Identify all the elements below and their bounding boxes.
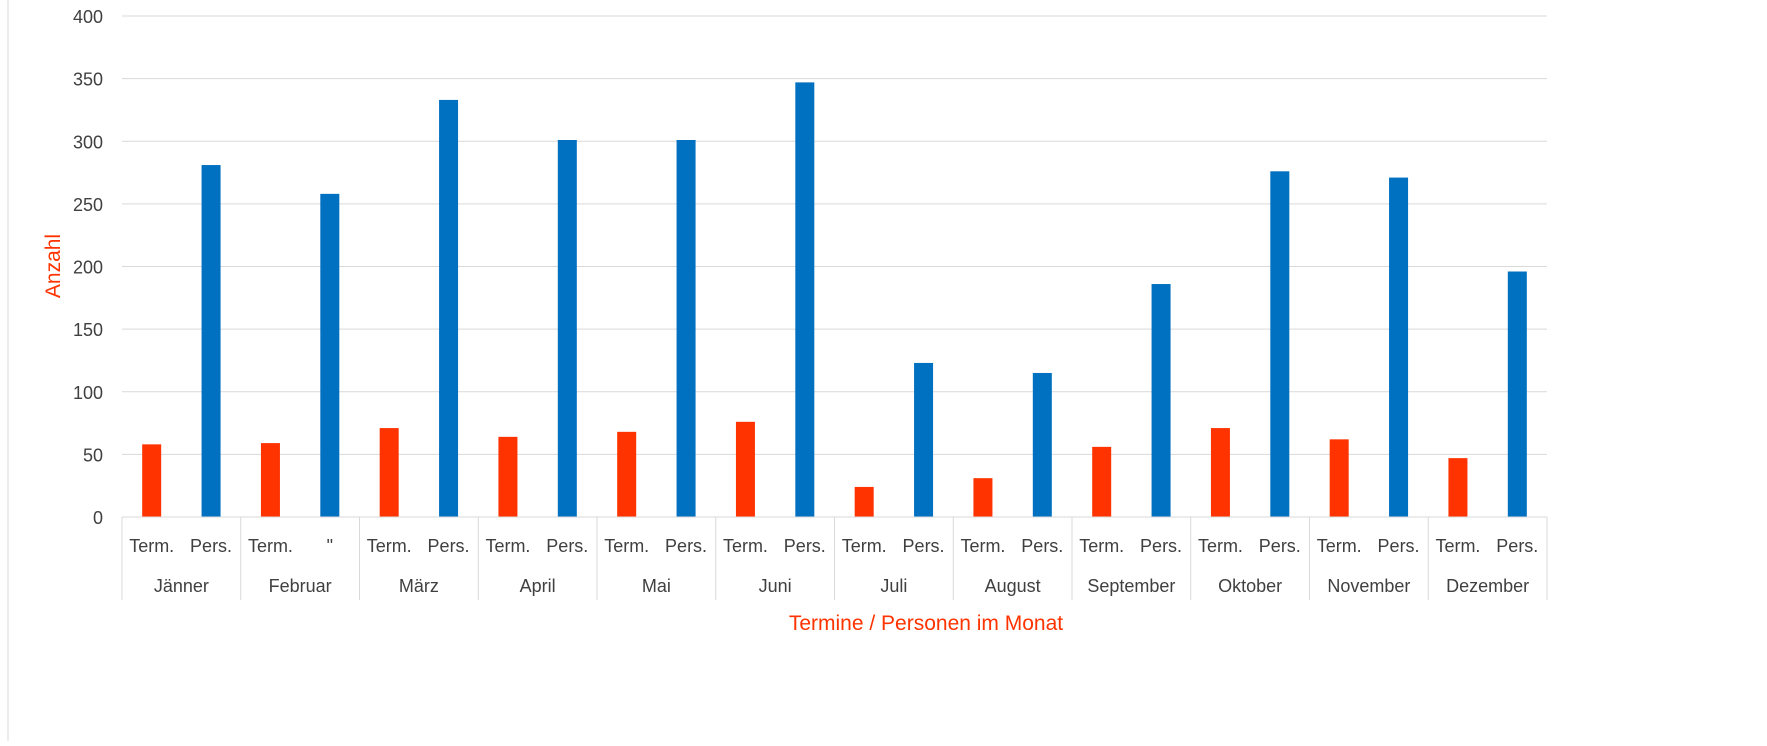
x-sub-label: Term. [248, 536, 293, 556]
y-tick-label: 150 [73, 320, 103, 340]
x-sub-label: Term. [1435, 536, 1480, 556]
x-sub-label: Pers. [1140, 536, 1182, 556]
bar-termine [379, 428, 399, 517]
bar-personen [1032, 372, 1052, 517]
bar-termine [617, 431, 637, 517]
x-month-label: September [1087, 576, 1175, 596]
y-tick-label: 350 [73, 70, 103, 90]
x-month-label: Februar [269, 576, 332, 596]
gridlines [122, 15, 1547, 455]
x-month-label: August [985, 576, 1041, 596]
bar-termine [735, 421, 755, 517]
x-sub-label: Pers. [1259, 536, 1301, 556]
x-month-label: Oktober [1218, 576, 1282, 596]
x-sub-label: Term. [723, 536, 768, 556]
y-axis-ticks: 0 50 100 150 200 250 300 350 400 [73, 7, 103, 528]
x-sub-label: Pers. [546, 536, 588, 556]
x-month-label: Dezember [1446, 576, 1529, 596]
bar-termine [973, 478, 993, 517]
y-axis-label: Anzahl [42, 234, 65, 298]
x-month-label: Mai [642, 576, 671, 596]
x-sub-label: Pers. [665, 536, 707, 556]
bars [142, 82, 1527, 518]
x-month-label: Jänner [154, 576, 209, 596]
x-axis: Term. Pers. Jänner Term. " Februar Term. Pers. M… [121, 516, 1548, 600]
bar-termine [498, 436, 518, 517]
y-tick-label: 100 [73, 383, 103, 403]
x-month-label: März [399, 576, 439, 596]
x-axis-label: Termine / Personen im Monat [789, 612, 1063, 635]
x-month-label: Juni [759, 576, 792, 596]
x-month-label: April [520, 576, 556, 596]
bar-termine [1210, 428, 1230, 517]
x-sub-label: Term. [485, 536, 530, 556]
bar-personen [439, 99, 459, 517]
y-tick-label: 0 [93, 508, 103, 528]
bar-termine [1329, 439, 1349, 517]
bar-personen [1389, 177, 1409, 517]
bar-personen [201, 165, 221, 518]
x-month-label: Juli [880, 576, 907, 596]
x-sub-label: Pers. [903, 536, 945, 556]
y-tick-label: 200 [73, 258, 103, 278]
bar-personen [1507, 271, 1527, 517]
x-sub-label: Pers. [1021, 536, 1063, 556]
x-sub-label: Term. [604, 536, 649, 556]
bar-termine [854, 486, 874, 517]
x-month-label: November [1327, 576, 1410, 596]
x-sub-label: Term. [1317, 536, 1362, 556]
x-sub-label: Pers. [1378, 536, 1420, 556]
x-sub-label: Term. [960, 536, 1005, 556]
bar-personen [557, 139, 577, 517]
bar-personen [914, 362, 934, 517]
bar-personen [795, 82, 815, 517]
y-tick-label: 250 [73, 195, 103, 215]
x-sub-label: Term. [1079, 536, 1124, 556]
bar-termine [1092, 446, 1112, 517]
x-sub-label: Pers. [428, 536, 470, 556]
bar-personen [320, 193, 340, 518]
bar-personen [1270, 171, 1290, 517]
bar-termine [260, 443, 280, 517]
y-tick-label: 300 [73, 132, 103, 152]
x-sub-label: Term. [842, 536, 887, 556]
bar-termine [1448, 458, 1468, 517]
x-sub-label: " [327, 536, 333, 556]
bar-personen [676, 139, 696, 517]
bar-personen [1151, 284, 1171, 517]
x-sub-label: Term. [367, 536, 412, 556]
x-sub-label: Term. [129, 536, 174, 556]
x-sub-label: Pers. [784, 536, 826, 556]
y-tick-label: 50 [83, 445, 103, 465]
x-sub-label: Term. [1198, 536, 1243, 556]
y-tick-label: 400 [73, 7, 103, 27]
x-sub-label: Pers. [1496, 536, 1538, 556]
bar-termine [142, 444, 162, 517]
x-sub-label: Pers. [190, 536, 232, 556]
